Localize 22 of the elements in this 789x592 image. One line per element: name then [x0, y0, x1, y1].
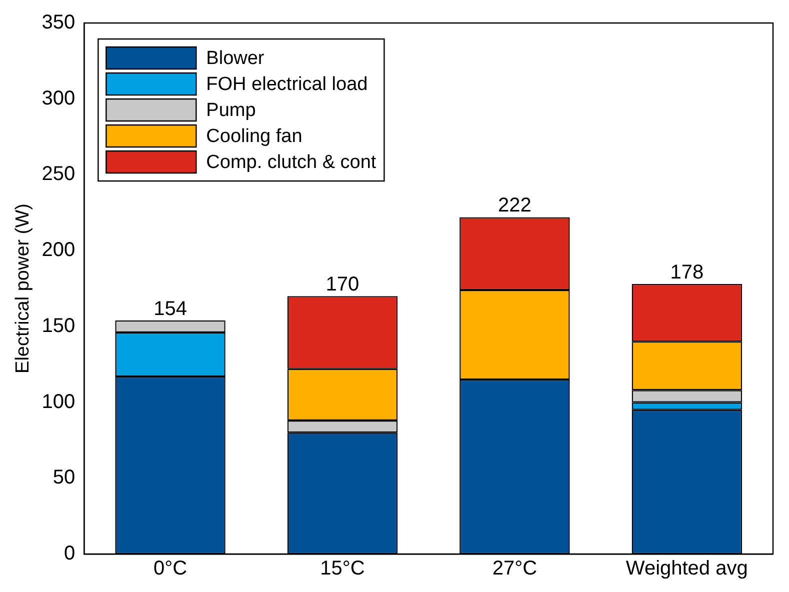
x-tick-label: 0°C: [153, 558, 188, 580]
legend-label: Cooling fan: [206, 126, 302, 148]
y-tick-label: 250: [42, 163, 76, 186]
x-tick-label: 27°C: [492, 558, 538, 580]
x-tick-label: 15°C: [320, 558, 365, 580]
y-tick-label: 50: [52, 466, 76, 489]
total-label: 170: [326, 274, 360, 296]
legend-label: FOH electrical load: [206, 74, 368, 96]
y-tick-label: 100: [42, 390, 76, 413]
legend-label: Pump: [206, 100, 256, 122]
y-tick-label: 0: [64, 542, 76, 565]
y-axis-title: Electrical power (W): [12, 204, 34, 374]
legend-label: Comp. clutch & cont: [206, 152, 377, 174]
total-label: 222: [498, 194, 532, 217]
total-label: 154: [154, 298, 187, 320]
legend-label: Blower: [206, 48, 265, 70]
y-tick-label: 150: [42, 314, 76, 337]
total-label: 178: [670, 261, 704, 284]
y-tick-label: 300: [42, 87, 76, 110]
x-tick-label: Weighted avg: [626, 558, 748, 580]
y-tick-label: 350: [42, 12, 76, 34]
y-tick-label: 200: [42, 239, 76, 262]
